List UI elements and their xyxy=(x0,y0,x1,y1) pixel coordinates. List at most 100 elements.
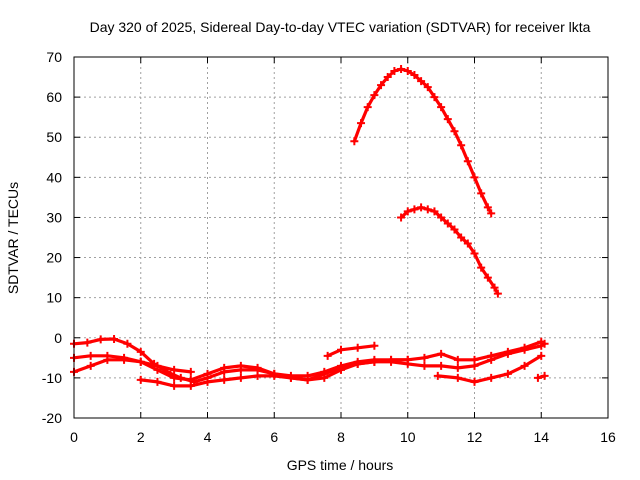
data-point xyxy=(477,189,486,198)
data-point xyxy=(450,127,459,136)
y-axis-label: SDTVAR / TECUs xyxy=(5,182,21,294)
data-point xyxy=(410,71,419,80)
series-track-7 xyxy=(533,371,549,382)
data-point xyxy=(383,73,392,82)
data-point xyxy=(533,373,542,382)
y-tick-label: 50 xyxy=(46,129,62,145)
data-point xyxy=(423,83,432,92)
data-point xyxy=(170,381,179,390)
series-arc-high xyxy=(350,65,496,218)
data-point xyxy=(220,375,229,384)
data-point xyxy=(397,65,406,74)
y-tick-label: 20 xyxy=(46,250,62,266)
y-tick-label: 70 xyxy=(46,49,62,65)
data-point xyxy=(390,67,399,76)
data-point xyxy=(186,381,195,390)
x-tick-label: 12 xyxy=(467,429,483,445)
data-point xyxy=(353,359,362,368)
data-point xyxy=(270,371,279,380)
data-point xyxy=(470,355,479,364)
x-tick-label: 6 xyxy=(270,429,278,445)
data-point xyxy=(430,93,439,102)
series-line xyxy=(352,67,493,215)
data-point xyxy=(203,369,212,378)
data-point xyxy=(470,377,479,386)
x-tick-label: 8 xyxy=(337,429,345,445)
data-point xyxy=(170,373,179,382)
data-point xyxy=(337,365,345,374)
data-point xyxy=(236,361,245,370)
y-tick-label: 30 xyxy=(46,209,62,225)
data-point xyxy=(136,375,145,384)
data-point xyxy=(487,373,496,382)
data-point xyxy=(437,213,446,222)
data-point xyxy=(417,77,426,86)
data-point xyxy=(487,209,496,218)
series-layer xyxy=(70,65,549,390)
data-point xyxy=(86,361,95,370)
data-point xyxy=(463,239,472,248)
x-tick-label: 0 xyxy=(70,429,78,445)
ticks: 0 2 4 6 8 10 12 14 16 -20 -10 0 10 20 30 40 50 60 70 xyxy=(42,49,616,445)
data-point xyxy=(323,351,332,360)
series-track-6 xyxy=(433,351,546,386)
data-point xyxy=(417,203,426,212)
data-point xyxy=(357,119,366,128)
data-point xyxy=(520,361,529,370)
data-point xyxy=(387,355,396,364)
data-point xyxy=(153,361,162,370)
data-point xyxy=(540,371,549,380)
data-point xyxy=(470,249,479,258)
data-point xyxy=(220,363,229,372)
data-point xyxy=(363,103,372,112)
data-point xyxy=(453,355,462,364)
data-point xyxy=(96,335,105,344)
data-point xyxy=(286,373,295,382)
data-point xyxy=(503,347,512,356)
data-point xyxy=(490,283,499,292)
data-point xyxy=(430,207,439,216)
data-point xyxy=(103,355,112,364)
data-point xyxy=(123,339,132,348)
data-point xyxy=(483,273,492,282)
data-point xyxy=(403,67,412,76)
data-point xyxy=(253,371,262,380)
data-point xyxy=(483,203,492,212)
data-point xyxy=(420,361,429,370)
x-tick-label: 4 xyxy=(204,429,212,445)
data-point xyxy=(537,337,546,346)
data-point xyxy=(377,81,386,90)
x-tick-label: 2 xyxy=(137,429,145,445)
grid xyxy=(74,57,608,418)
data-point xyxy=(470,173,479,182)
data-point xyxy=(136,357,145,366)
y-tick-label: -10 xyxy=(42,370,62,386)
y-tick-label: 0 xyxy=(54,330,62,346)
y-tick-label: 40 xyxy=(46,169,62,185)
data-point xyxy=(453,373,462,382)
data-point xyxy=(437,349,446,358)
data-point xyxy=(457,233,466,242)
data-point xyxy=(433,371,442,380)
data-point xyxy=(303,375,312,384)
data-point xyxy=(477,263,486,272)
y-tick-label: -20 xyxy=(42,410,62,426)
data-point xyxy=(463,157,472,166)
data-point xyxy=(136,347,145,356)
data-point xyxy=(443,115,452,124)
data-point xyxy=(203,377,212,386)
data-point xyxy=(170,365,179,374)
data-point xyxy=(370,91,379,100)
data-point xyxy=(83,338,92,347)
data-point xyxy=(153,377,162,386)
data-point xyxy=(520,343,529,352)
data-point xyxy=(437,103,446,112)
data-point xyxy=(86,351,95,360)
data-point xyxy=(537,351,546,360)
data-point xyxy=(403,207,412,216)
series-line xyxy=(326,344,376,358)
data-point xyxy=(320,373,329,382)
data-point xyxy=(236,373,245,382)
data-point xyxy=(453,363,462,372)
